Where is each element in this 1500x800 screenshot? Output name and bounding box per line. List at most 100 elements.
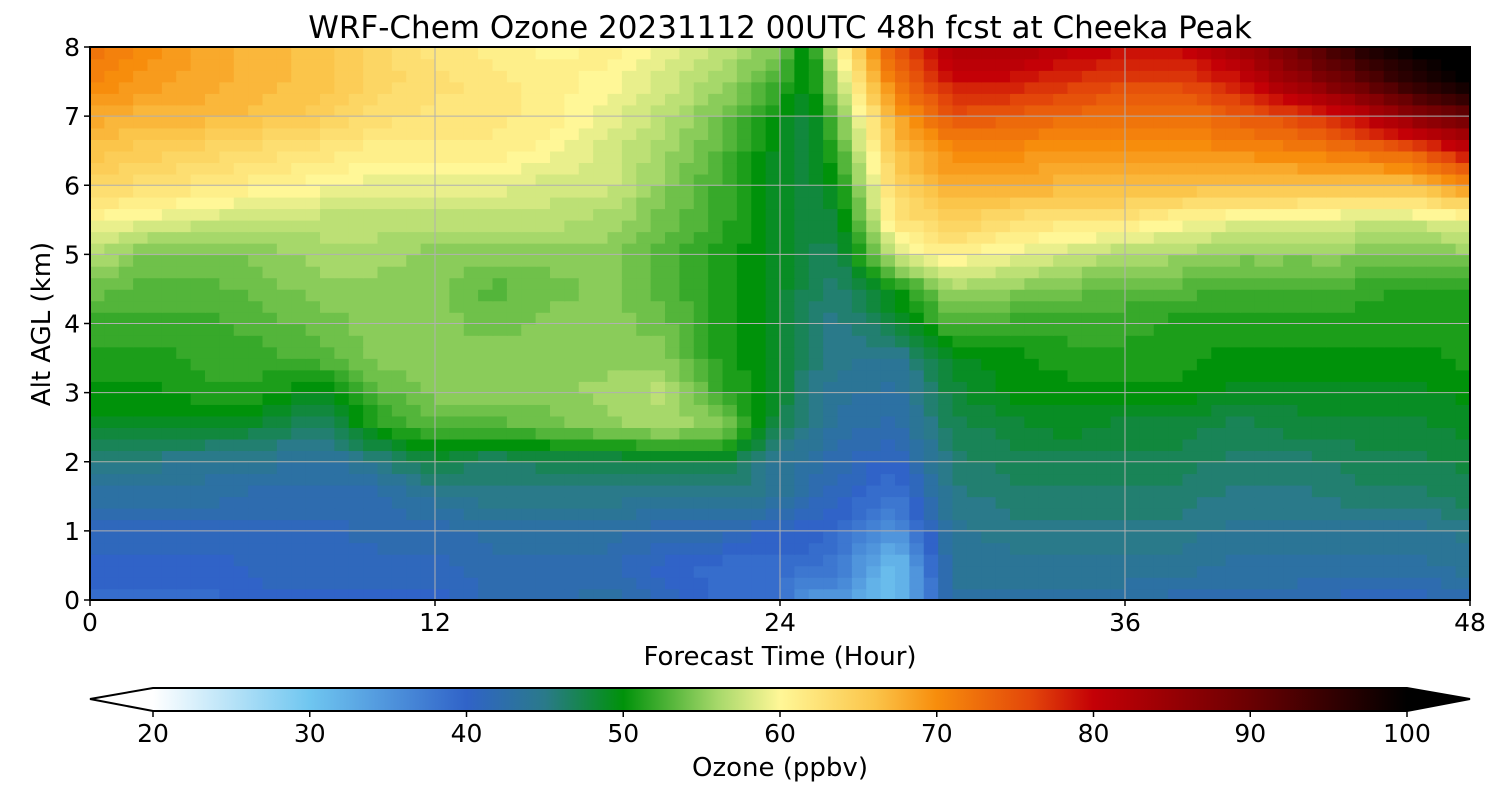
contour-cell <box>1240 254 1256 267</box>
contour-cell <box>895 219 911 233</box>
contour-cell <box>636 392 652 405</box>
contour-cell <box>334 507 350 521</box>
contour-cell <box>780 346 796 359</box>
contour-cell <box>320 323 336 336</box>
contour-cell <box>420 219 436 233</box>
contour-cell <box>665 300 681 313</box>
contour-cell <box>205 47 221 60</box>
contour-cell <box>248 576 264 590</box>
contour-cell <box>938 242 954 256</box>
contour-cell <box>1455 208 1470 221</box>
contour-cell <box>1196 116 1213 129</box>
contour-cell <box>1096 519 1112 532</box>
contour-cell <box>923 576 939 590</box>
contour-cell <box>478 104 494 117</box>
contour-cell <box>1412 208 1428 221</box>
contour-cell <box>133 323 149 336</box>
contour-cell <box>449 231 465 244</box>
contour-cell <box>1081 588 1098 600</box>
contour-cell <box>578 242 594 256</box>
contour-cell <box>607 58 623 71</box>
contour-cell <box>320 576 336 590</box>
contour-cell <box>161 358 178 371</box>
contour-cell <box>938 254 954 267</box>
contour-cell <box>1326 127 1342 140</box>
contour-cell <box>981 81 997 94</box>
contour-cell <box>205 104 221 117</box>
contour-cell <box>1355 265 1371 279</box>
contour-cell <box>866 450 882 463</box>
contour-cell <box>1297 438 1313 452</box>
contour-cell <box>564 427 580 440</box>
contour-cell <box>981 93 997 106</box>
contour-cell <box>248 58 264 71</box>
contour-cell <box>291 553 307 567</box>
contour-cell <box>708 127 724 140</box>
contour-cell <box>1297 427 1313 440</box>
contour-cell <box>621 450 638 463</box>
contour-cell <box>1326 139 1342 152</box>
contour-cell <box>550 116 566 129</box>
contour-cell <box>147 185 163 198</box>
contour-cell <box>679 461 695 475</box>
contour-cell <box>736 173 753 187</box>
x-tick-label: 24 <box>764 608 796 637</box>
contour-cell <box>909 369 925 382</box>
contour-cell <box>1067 450 1083 463</box>
contour-cell <box>1067 473 1083 486</box>
contour-cell <box>1340 381 1356 394</box>
contour-cell <box>535 288 551 302</box>
contour-cell <box>823 127 839 140</box>
contour-cell <box>722 81 738 94</box>
contour-cell <box>823 208 839 221</box>
contour-cell <box>176 311 192 325</box>
contour-cell <box>161 392 178 405</box>
contour-cell <box>780 427 796 440</box>
contour-cell <box>492 473 508 486</box>
contour-cell <box>708 81 724 94</box>
contour-cell <box>1225 81 1241 94</box>
contour-cell <box>449 173 465 187</box>
contour-cell <box>176 484 192 498</box>
contour-cell <box>1426 93 1443 106</box>
contour-cell <box>248 265 264 279</box>
contour-cell <box>320 162 336 175</box>
contour-cell <box>1311 519 1328 532</box>
contour-cell <box>305 404 321 417</box>
contour-cell <box>923 162 939 175</box>
contour-cell <box>1297 58 1313 71</box>
contour-cell <box>851 473 868 486</box>
contour-cell <box>205 565 221 578</box>
contour-cell <box>736 565 753 578</box>
contour-cell <box>1168 150 1184 164</box>
contour-cell <box>1168 288 1184 302</box>
contour-cell <box>463 369 479 382</box>
contour-cell <box>1168 335 1184 348</box>
contour-cell <box>1283 277 1299 290</box>
contour-cell <box>205 358 221 371</box>
contour-cell <box>535 530 551 544</box>
contour-cell <box>1153 196 1169 210</box>
contour-cell <box>923 565 939 578</box>
contour-cell <box>765 288 781 302</box>
contour-cell <box>621 553 638 567</box>
contour-cell <box>1038 208 1054 221</box>
contour-cell <box>966 277 983 290</box>
contour-cell <box>1398 369 1414 382</box>
contour-cell <box>794 311 810 325</box>
contour-cell <box>276 450 293 463</box>
contour-cell <box>90 254 106 267</box>
contour-cell <box>923 381 939 394</box>
contour-cell <box>981 530 997 544</box>
contour-cell <box>981 208 997 221</box>
contour-cell <box>981 519 997 532</box>
contour-cell <box>90 311 106 325</box>
contour-cell <box>1369 588 1385 600</box>
contour-cell <box>1096 265 1112 279</box>
contour-cell <box>679 369 695 382</box>
contour-cell <box>909 519 925 532</box>
contour-cell <box>1369 358 1385 371</box>
contour-cell <box>895 139 911 152</box>
contour-cell <box>176 323 192 336</box>
contour-cell <box>147 162 163 175</box>
